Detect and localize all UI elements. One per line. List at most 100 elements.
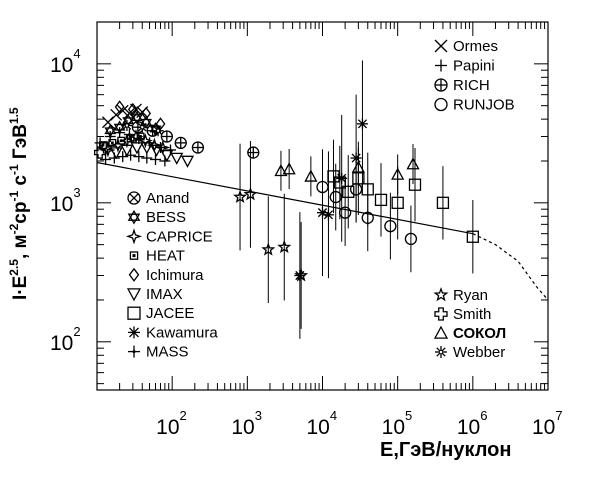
legend-label: Papini — [453, 58, 495, 75]
data-point — [116, 104, 129, 117]
data-point — [180, 155, 195, 168]
legend-entry: MASS — [128, 344, 189, 361]
marker-dot — [108, 135, 112, 138]
marker-stroke — [337, 173, 347, 183]
marker-dot — [148, 141, 151, 145]
marker-triangle — [113, 123, 126, 134]
marker-open-cross — [93, 146, 107, 159]
legend-entry: Anand — [127, 190, 189, 207]
marker-triangle-down — [109, 147, 123, 160]
ylabel-sup-4: 1.5 — [7, 107, 21, 124]
data-point — [164, 144, 176, 156]
legend-marker — [127, 191, 141, 205]
legend-top-right: Ormes Papini RICH RUNJOB — [434, 38, 515, 114]
x-tick-label: 104 — [307, 408, 338, 439]
legend-label: Smith — [453, 306, 491, 323]
marker-triangle — [282, 162, 296, 175]
marker-triangle — [127, 209, 141, 221]
legend-label: Ormes — [453, 38, 498, 55]
data-point — [408, 178, 422, 191]
marker-dot — [132, 350, 136, 354]
ylabel-unit-4: ГэВ — [10, 124, 31, 164]
marker-triangle — [406, 157, 420, 170]
x-tick-label: 107 — [532, 408, 563, 439]
data-point — [131, 110, 143, 125]
marker-star — [433, 287, 449, 302]
legend-label: IMAX — [146, 286, 183, 303]
legend-label: CAPRICE — [146, 228, 213, 245]
legend-entry: RICH — [434, 77, 490, 94]
x-tick-label: 102 — [156, 408, 187, 439]
legend-entry: Ormes — [434, 38, 498, 55]
data-point — [356, 118, 368, 130]
legend-entry: Ryan — [433, 287, 488, 304]
marker-dot — [118, 131, 122, 134]
legend-marker — [125, 228, 143, 245]
marker-triangle-down — [126, 288, 142, 302]
data-point — [152, 125, 164, 137]
marker-star — [243, 187, 258, 201]
legend-entry: Papini — [435, 58, 495, 75]
series-mass — [94, 127, 176, 156]
marker-dot — [128, 133, 131, 136]
legend-marker — [433, 325, 449, 339]
data-point — [282, 162, 296, 175]
marker-circle — [329, 190, 342, 204]
legend-label: Ryan — [453, 287, 488, 304]
legend-marker — [127, 306, 141, 320]
legend-label: Ichimura — [146, 267, 204, 284]
marker-square — [466, 230, 479, 243]
legend-entry: Smith — [434, 306, 491, 323]
legend-label: Anand — [146, 190, 189, 207]
marker-triangle-down — [149, 144, 164, 157]
data-point — [436, 196, 450, 209]
x-tick-label: 105 — [382, 408, 413, 439]
legend-marker — [128, 345, 140, 358]
marker-triangle — [140, 115, 153, 126]
marker-dot — [98, 141, 102, 145]
marker-dot — [159, 146, 162, 149]
data-point — [160, 130, 174, 143]
legend-label: RUNJOB — [453, 97, 515, 114]
data-point — [133, 133, 145, 145]
marker-center — [438, 349, 444, 355]
marker-diamond — [141, 106, 152, 120]
ylabel-prefix: I·E — [10, 276, 31, 300]
data-point — [114, 127, 126, 139]
marker-triangle-down — [180, 155, 195, 168]
data-point — [336, 172, 348, 184]
legend-marker — [128, 326, 140, 339]
data-point — [144, 137, 156, 149]
ylabel-unit-3: с — [10, 175, 31, 191]
marker-square — [436, 196, 450, 209]
data-point — [322, 209, 334, 221]
marker-stroke — [351, 153, 361, 163]
data-point — [233, 189, 248, 204]
series-ormes — [102, 103, 149, 129]
legend-entry: RUNJOB — [434, 97, 515, 114]
series-smith — [93, 141, 112, 159]
legend-marker — [129, 251, 139, 260]
marker-open-cross — [434, 307, 448, 321]
marker-stroke — [323, 210, 334, 220]
data-point — [155, 142, 167, 154]
svg-text:I·E2.5, м-2ср-1 с-1 ГэВ1.5: I·E2.5, м-2ср-1 с-1 ГэВ1.5 — [7, 107, 31, 300]
marker-star — [277, 239, 292, 254]
data-point — [247, 146, 260, 159]
legend-entry: СОКОЛ — [433, 325, 506, 342]
legend-entry: HEAT — [129, 248, 185, 265]
data-point — [99, 141, 112, 154]
data-point — [100, 153, 112, 165]
marker-triangle — [127, 213, 141, 225]
legend-entry: BESS — [127, 209, 186, 226]
data-point — [361, 211, 374, 224]
legend-label: Webber — [453, 344, 505, 361]
marker-triangle-down — [170, 152, 184, 165]
data-point — [351, 160, 365, 173]
data-point — [329, 190, 342, 204]
legend-marker — [435, 346, 447, 358]
series-webber — [121, 120, 164, 137]
legend-marker — [434, 307, 448, 321]
marker-triangle — [391, 167, 405, 180]
